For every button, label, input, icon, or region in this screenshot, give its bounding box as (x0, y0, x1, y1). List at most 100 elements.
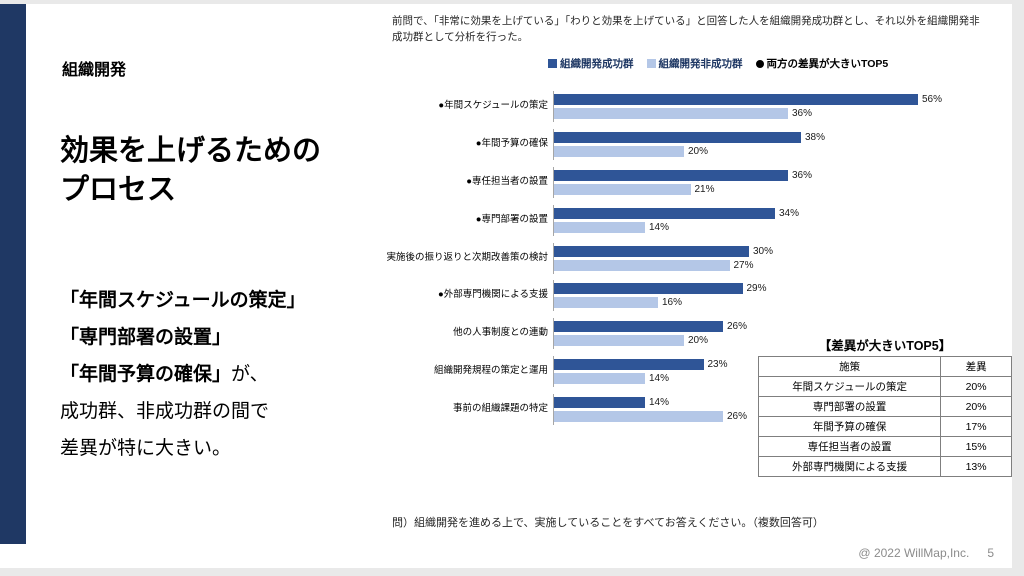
category-label: ●専任担当者の設置 (466, 176, 548, 188)
bar-value-label: 26% (727, 321, 748, 333)
bar-line: 34% (554, 207, 1012, 220)
table-header-cell: 差異 (940, 356, 1012, 377)
table-row: 外部専門機関による支援 13% (757, 456, 1012, 477)
legend-label: 組織開発非成功群 (658, 58, 743, 70)
table-header-row: 施策 差異 (757, 356, 1012, 377)
bar-nonsuccess-group (554, 372, 645, 384)
top5-table: 施策 差異 年間スケジュールの策定 20% 専門部署の設置 20% 年間予算の確保 17% 専任… (757, 356, 1012, 477)
table-cell: 年間スケジュールの策定 (757, 376, 942, 397)
slide: 組織開発 効果を上げるための プロセス 「年間スケジュールの策定」 「専門部署の… (0, 4, 1012, 568)
key-findings-text: 「年間スケジュールの策定」 「専門部署の設置」 「年間予算の確保」が、 成功群、… (60, 282, 306, 467)
table-cell: 17% (940, 416, 1012, 437)
bar-nonsuccess-group (554, 410, 723, 422)
bar-nonsuccess-group (554, 297, 658, 309)
chart-row: ●専任担当者の設置 36% 21% (385, 164, 1012, 202)
section-label: 組織開発 (62, 62, 127, 79)
table-cell: 専門部署の設置 (757, 396, 942, 417)
table-row: 専門部署の設置 20% (757, 396, 1012, 417)
bar-value-label: 29% (746, 283, 767, 295)
legend-circle-swatch-icon (755, 59, 764, 68)
table-cell: 外部専門機関による支援 (757, 456, 942, 477)
analysis-note: 前問で、「非常に効果を上げている」「わりと効果を上げている」と回答した人を組織開… (392, 15, 980, 43)
category-label: ●年間予算の確保 (475, 138, 548, 150)
bar-value-label: 56% (922, 94, 943, 106)
bar-success-group (554, 94, 918, 106)
bar-line: 21% (554, 183, 1012, 196)
bar-line: 26% (554, 320, 1012, 333)
bar-line: 56% (554, 93, 1012, 106)
bar-value-label: 20% (688, 146, 709, 158)
bar-success-group (554, 321, 723, 333)
bar-line: 16% (554, 296, 1012, 309)
legend-square-swatch-icon (548, 59, 557, 68)
key-findings-line: 差異が特に大きい。 (60, 438, 232, 459)
page-number: 5 (987, 546, 994, 560)
category-label: ●年間スケジュールの策定 (438, 100, 548, 112)
bar-value-label: 27% (733, 259, 754, 271)
key-findings-line: 成功群、非成功群の間で (60, 401, 270, 422)
slide-title: 効果を上げるための プロセス (60, 132, 321, 210)
bar-group: 34% 14% (553, 204, 1012, 236)
bar-nonsuccess-group (554, 259, 730, 271)
legend-label: 組織開発成功群 (560, 58, 634, 70)
table-cell: 専任担当者の設置 (757, 436, 942, 457)
top5-table-title: 【差異が大きいTOP5】 (818, 339, 952, 353)
survey-question: 問）組織開発を進める上で、実施していることをすべてお答えください。（複数回答可） (392, 517, 824, 529)
bar-value-label: 14% (649, 221, 670, 233)
chart-row: ●外部専門機関による支援 29% 16% (385, 277, 1012, 315)
table-cell: 20% (940, 376, 1012, 397)
bar-line: 20% (554, 334, 1012, 347)
bar-value-label: 20% (688, 335, 709, 347)
bar-value-label: 34% (779, 207, 800, 219)
footer: @ 2022 WillMap,Inc. 5 (858, 546, 994, 560)
legend-square-swatch-icon (646, 59, 656, 68)
table-row: 年間スケジュールの策定 20% (757, 376, 1012, 397)
key-findings-line: 「年間スケジュールの策定」 (60, 290, 306, 311)
legend-label: 両方の差異が大きいTOP5 (766, 58, 889, 70)
bar-value-label: 21% (694, 183, 715, 195)
bar-line: 20% (554, 145, 1012, 158)
bar-success-group (554, 132, 801, 144)
category-label: 事前の組織課題の特定 (452, 402, 548, 414)
bar-value-label: 36% (792, 108, 813, 120)
bar-line: 23% (554, 358, 1012, 371)
category-label: ●外部専門機関による支援 (438, 289, 548, 301)
bar-value-label: 36% (792, 169, 813, 181)
bar-line: 14% (554, 396, 1012, 409)
table-row: 専任担当者の設置 15% (757, 436, 1012, 457)
bar-success-group (554, 207, 775, 219)
bar-group: 29% 16% (553, 280, 1012, 312)
bar-line: 14% (554, 372, 1012, 385)
chart-row: 実施後の振り返りと次期改善策の検討 30% 27% (385, 239, 1012, 277)
category-label: 組織開発規程の策定と運用 (433, 365, 548, 377)
table-cell: 20% (940, 396, 1012, 417)
table-header-cell: 施策 (757, 356, 942, 377)
category-label: 実施後の振り返りと次期改善策の検討 (386, 251, 548, 263)
bar-line: 38% (554, 131, 1012, 144)
chart-row: 組織開発規程の策定と運用 23% 14% (385, 353, 1012, 391)
bar-value-label: 14% (649, 372, 670, 384)
bar-nonsuccess-group (554, 183, 691, 195)
bar-success-group (554, 245, 749, 257)
chart-legend: 組織開発成功群 組織開発非成功群 両方の差異が大きいTOP5 (548, 56, 888, 71)
bar-value-label: 38% (805, 132, 826, 144)
bar-line: 26% (554, 410, 1012, 423)
bar-value-label: 14% (649, 396, 670, 408)
bar-nonsuccess-group (554, 221, 645, 233)
bar-nonsuccess-group (554, 335, 684, 347)
bar-success-group (554, 283, 743, 295)
bar-line: 36% (554, 169, 1012, 182)
category-label: ●専門部署の設置 (475, 213, 548, 225)
bar-group: 26% 20% (553, 318, 1012, 350)
bar-nonsuccess-group (554, 146, 684, 158)
legend-item: 組織開発非成功群 (646, 56, 743, 71)
bar-nonsuccess-group (554, 108, 788, 120)
bar-chart: ●年間スケジュールの策定 56% 36% ●年間予算の確保 38% 20% ●専任担当者の設… (385, 88, 1012, 428)
key-findings-line: 「年間予算の確保」が、 (60, 364, 269, 385)
slide-title-line-2: プロセス (60, 174, 177, 206)
bar-line: 27% (554, 259, 1012, 272)
left-accent-bar (0, 4, 26, 544)
bar-value-label: 16% (662, 297, 683, 309)
table-cell: 15% (940, 436, 1012, 457)
copyright-text: @ 2022 WillMap,Inc. (858, 546, 970, 560)
